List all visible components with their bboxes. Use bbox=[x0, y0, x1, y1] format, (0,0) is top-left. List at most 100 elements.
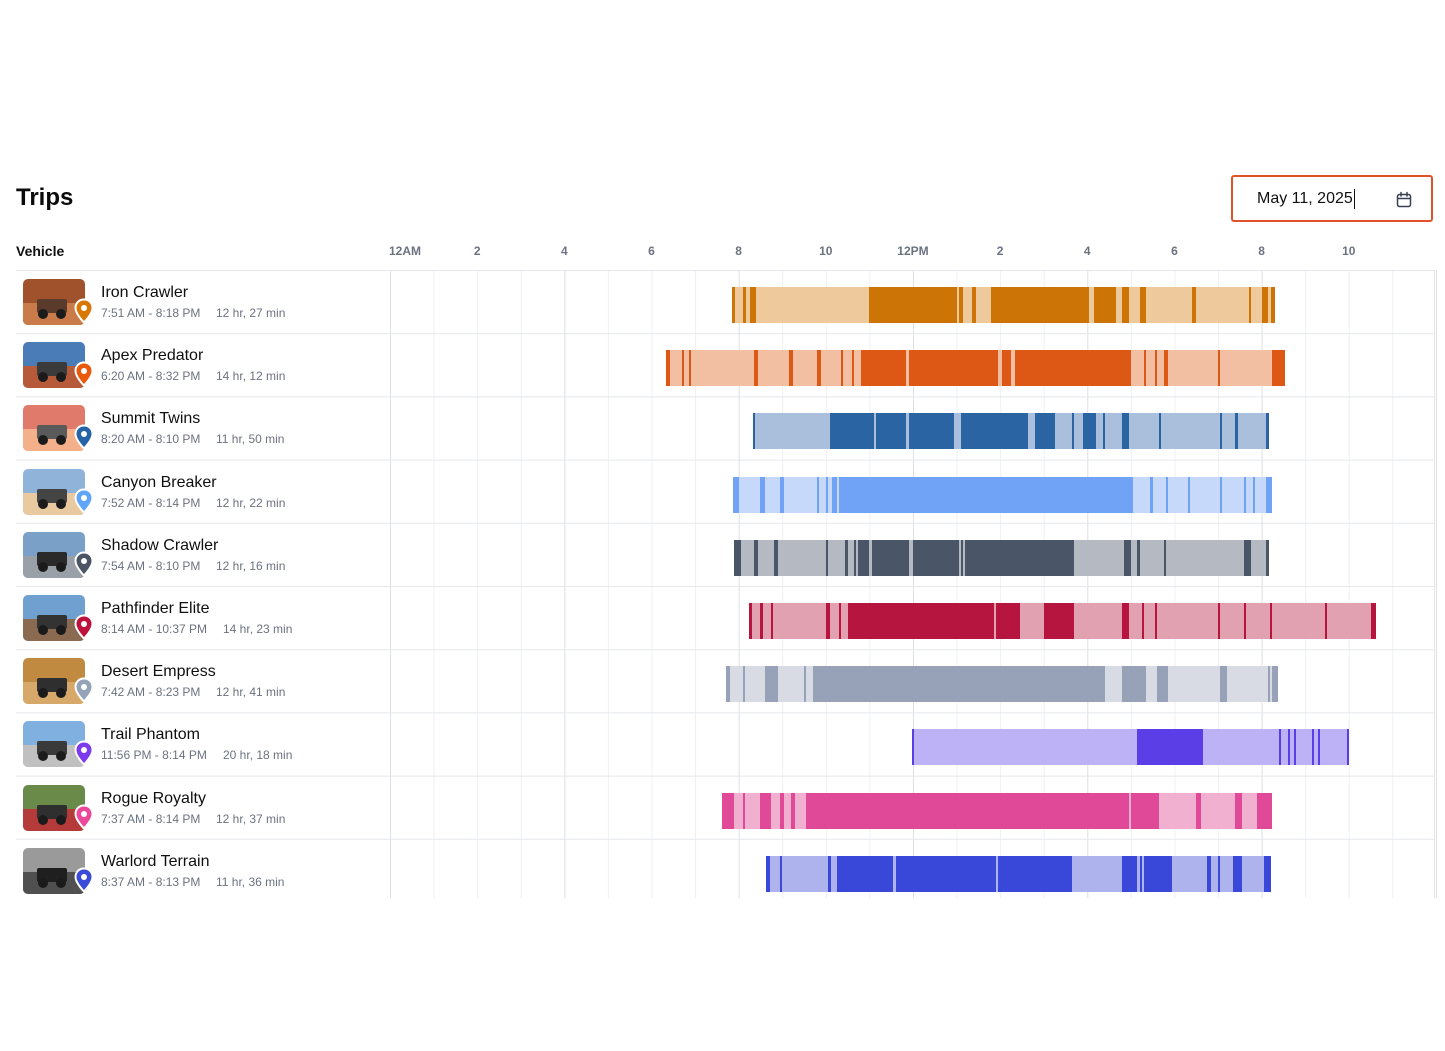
trip-segment[interactable] bbox=[748, 603, 752, 639]
trip-segment[interactable] bbox=[1072, 413, 1075, 450]
trip-segment[interactable] bbox=[725, 666, 730, 703]
trip-segment[interactable] bbox=[1165, 476, 1168, 513]
trip-segment[interactable] bbox=[1324, 603, 1327, 639]
trip-segment[interactable] bbox=[875, 413, 907, 450]
trip-segment[interactable] bbox=[1154, 603, 1157, 639]
trip-segment[interactable] bbox=[851, 350, 855, 387]
trip-bar[interactable] bbox=[765, 855, 1272, 892]
trip-segment[interactable] bbox=[806, 792, 1129, 829]
trip-segment[interactable] bbox=[1252, 476, 1256, 513]
trip-segment[interactable] bbox=[1370, 603, 1376, 639]
trip-segment[interactable] bbox=[827, 855, 832, 892]
trip-segment[interactable] bbox=[1248, 287, 1251, 323]
trip-segment[interactable] bbox=[1124, 539, 1131, 576]
trip-segment[interactable] bbox=[1218, 350, 1221, 387]
trip-segment[interactable] bbox=[912, 539, 959, 576]
trip-segment[interactable] bbox=[1244, 539, 1251, 576]
trip-segment[interactable] bbox=[722, 792, 735, 829]
trip-segment[interactable] bbox=[812, 666, 1105, 703]
trip-segment[interactable] bbox=[1137, 539, 1140, 576]
trip-segment[interactable] bbox=[841, 350, 844, 387]
trip-segment[interactable] bbox=[1191, 287, 1197, 323]
trip-segment[interactable] bbox=[1270, 603, 1273, 639]
trip-segment[interactable] bbox=[830, 413, 874, 450]
trip-bar[interactable] bbox=[725, 666, 1279, 703]
trip-segment[interactable] bbox=[765, 855, 770, 892]
trip-segment[interactable] bbox=[1159, 413, 1162, 450]
trip-segment[interactable] bbox=[1265, 413, 1269, 450]
trip-segment[interactable] bbox=[995, 603, 1020, 639]
trip-segment[interactable] bbox=[908, 350, 998, 387]
trip-segment[interactable] bbox=[1043, 603, 1075, 639]
trip-segment[interactable] bbox=[912, 729, 915, 766]
vehicle-row[interactable]: Rogue Royalty 7:37 AM - 8:14 PM 12 hr, 37 … bbox=[16, 776, 1435, 839]
trip-segment[interactable] bbox=[1141, 603, 1144, 639]
trip-segment[interactable] bbox=[825, 603, 831, 639]
trip-segment[interactable] bbox=[1122, 287, 1129, 323]
trip-segment[interactable] bbox=[1244, 603, 1247, 639]
trip-segment[interactable] bbox=[764, 666, 778, 703]
trip-segment[interactable] bbox=[1102, 413, 1105, 450]
trip-segment[interactable] bbox=[1271, 287, 1275, 323]
vehicle-row[interactable]: Trail Phantom 11:56 PM - 8:14 PM 20 hr, 18… bbox=[16, 712, 1435, 775]
trip-segment[interactable] bbox=[1163, 350, 1168, 387]
trip-segment[interactable] bbox=[832, 476, 837, 513]
trip-segment[interactable] bbox=[1154, 350, 1157, 387]
trip-segment[interactable] bbox=[1220, 413, 1223, 450]
trip-segment[interactable] bbox=[1187, 476, 1190, 513]
trip-segment[interactable] bbox=[965, 539, 1075, 576]
trip-segment[interactable] bbox=[1235, 413, 1238, 450]
trip-segment[interactable] bbox=[1265, 476, 1272, 513]
trip-bar[interactable] bbox=[665, 350, 1285, 387]
trip-segment[interactable] bbox=[1163, 539, 1166, 576]
trip-segment[interactable] bbox=[1279, 729, 1282, 766]
trip-segment[interactable] bbox=[971, 287, 977, 323]
trip-segment[interactable] bbox=[771, 603, 774, 639]
trip-segment[interactable] bbox=[1235, 792, 1242, 829]
trip-segment[interactable] bbox=[1272, 350, 1285, 387]
trip-segment[interactable] bbox=[1150, 476, 1153, 513]
trip-segment[interactable] bbox=[1318, 729, 1321, 766]
trip-segment[interactable] bbox=[753, 413, 756, 450]
trip-segment[interactable] bbox=[742, 287, 747, 323]
trip-segment[interactable] bbox=[749, 287, 757, 323]
trip-segment[interactable] bbox=[869, 287, 957, 323]
trip-segment[interactable] bbox=[1137, 729, 1203, 766]
trip-segment[interactable] bbox=[753, 350, 759, 387]
trip-segment[interactable] bbox=[908, 413, 955, 450]
trip-segment[interactable] bbox=[817, 350, 822, 387]
trip-segment[interactable] bbox=[895, 855, 996, 892]
trip-segment[interactable] bbox=[1218, 855, 1221, 892]
trip-segment[interactable] bbox=[858, 539, 870, 576]
trip-segment[interactable] bbox=[1002, 350, 1011, 387]
trip-segment[interactable] bbox=[1139, 287, 1147, 323]
trip-segment[interactable] bbox=[760, 476, 765, 513]
trip-segment[interactable] bbox=[991, 287, 1090, 323]
vehicle-row[interactable]: Warlord Terrain 8:37 AM - 8:13 PM 11 hr, 3… bbox=[16, 839, 1435, 902]
trip-segment[interactable] bbox=[1130, 792, 1160, 829]
trip-segment[interactable] bbox=[1207, 855, 1212, 892]
trip-segment[interactable] bbox=[1143, 350, 1147, 387]
trip-bar[interactable] bbox=[734, 539, 1269, 576]
trip-segment[interactable] bbox=[958, 287, 964, 323]
trip-segment[interactable] bbox=[760, 792, 772, 829]
trip-segment[interactable] bbox=[1122, 413, 1129, 450]
trip-segment[interactable] bbox=[1220, 476, 1223, 513]
trip-segment[interactable] bbox=[1139, 855, 1142, 892]
trip-segment[interactable] bbox=[742, 792, 746, 829]
trip-segment[interactable] bbox=[804, 666, 807, 703]
date-picker[interactable]: May 11, 2025 bbox=[1231, 175, 1433, 222]
trip-segment[interactable] bbox=[854, 539, 857, 576]
vehicle-row[interactable]: Summit Twins 8:20 AM - 8:10 PM 11 hr, 50 m… bbox=[16, 396, 1435, 459]
trip-segment[interactable] bbox=[1218, 603, 1221, 639]
trip-bar[interactable] bbox=[732, 476, 1272, 513]
trip-segment[interactable] bbox=[1122, 855, 1138, 892]
trip-segment[interactable] bbox=[1268, 666, 1271, 703]
trip-segment[interactable] bbox=[688, 350, 691, 387]
vehicle-row[interactable]: Apex Predator 6:20 AM - 8:32 PM 14 hr, 12 … bbox=[16, 333, 1435, 396]
trip-segment[interactable] bbox=[732, 476, 739, 513]
trip-segment[interactable] bbox=[1143, 855, 1173, 892]
trip-bar[interactable] bbox=[748, 603, 1376, 639]
vehicle-row[interactable]: Pathfinder Elite 8:14 AM - 10:37 PM 14 hr,… bbox=[16, 586, 1435, 649]
trip-segment[interactable] bbox=[780, 792, 785, 829]
